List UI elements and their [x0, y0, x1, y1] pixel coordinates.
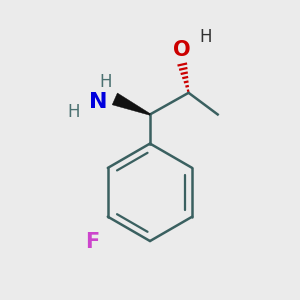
Polygon shape — [112, 93, 150, 115]
Text: H: H — [199, 28, 212, 46]
Text: H: H — [100, 73, 112, 91]
Text: F: F — [85, 232, 100, 252]
Text: O: O — [173, 40, 190, 60]
Text: N: N — [88, 92, 107, 112]
Text: H: H — [67, 103, 80, 121]
